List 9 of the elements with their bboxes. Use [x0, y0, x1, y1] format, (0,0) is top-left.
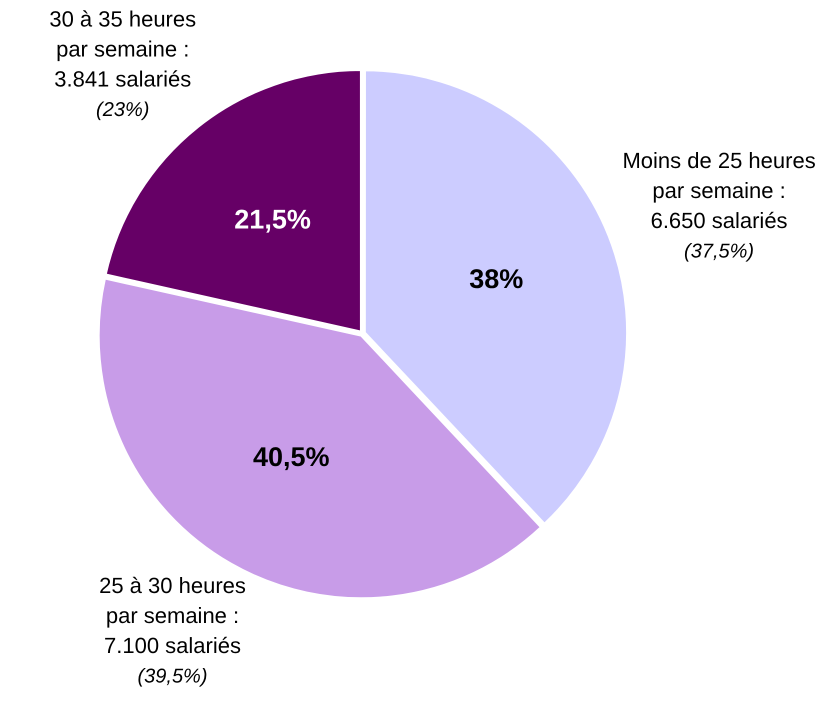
data-label: 40,5%	[252, 442, 330, 472]
slice-label: 25 à 30 heures par semaine : 7.100 salariés	[99, 572, 246, 658]
data-label: 21,5%	[234, 204, 311, 235]
slice-label: Moins de 25 heures par semaine : 6.650 salariés	[622, 148, 816, 234]
data-label: 38%	[469, 264, 524, 294]
text: (23%)	[96, 98, 150, 121]
text: (37,5%)	[684, 240, 754, 263]
slice-label: 30 à 35 heures par semaine : 3.841 salariés	[49, 6, 196, 92]
text: (39,5%)	[137, 665, 208, 688]
